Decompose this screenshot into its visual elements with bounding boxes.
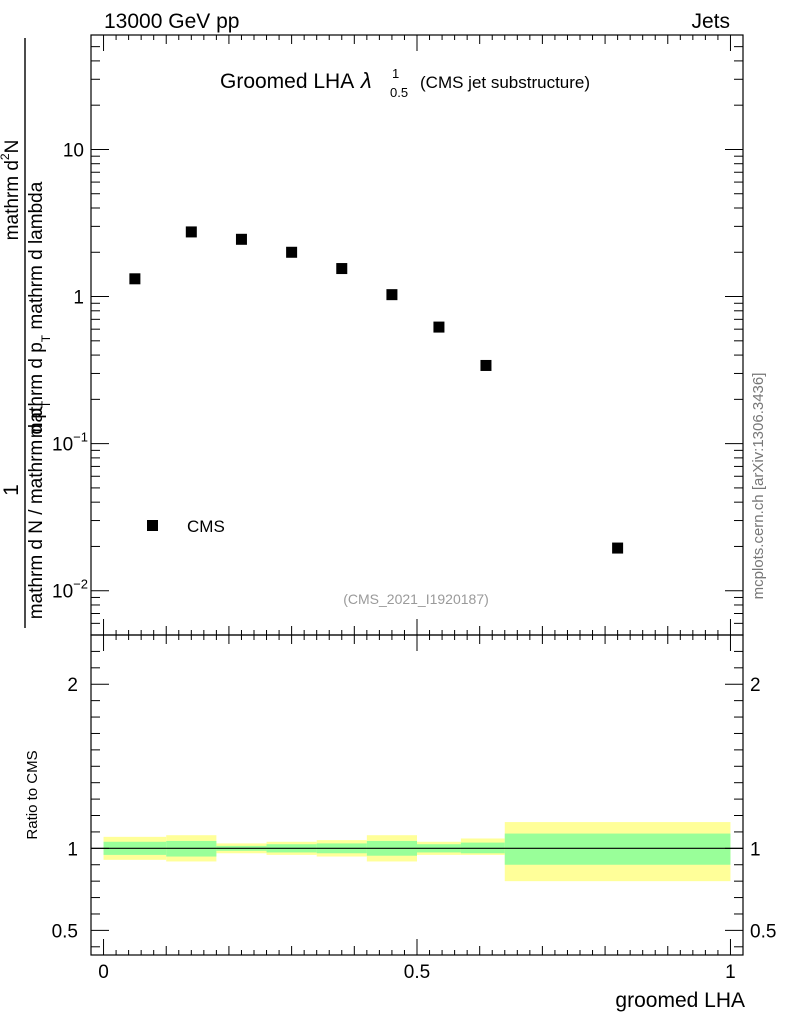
y-label-denominator-right: mathrm d pT mathrm d lambda (26, 181, 53, 438)
main-title-subscript: 0.5 (390, 85, 408, 100)
main-title-text: Groomed LHA (220, 70, 354, 93)
y-label-numerator-main: mathrm d (2, 160, 23, 240)
main-y-tick-label: 10−1 (52, 430, 88, 456)
y-label-numerator: mathrm d2N (0, 140, 23, 241)
svg-text:mathrm d N / mathrm d pT: mathrm d N / mathrm d pT (26, 400, 53, 619)
header-right-label: Jets (691, 10, 730, 33)
y-label-numerator-end: N (2, 140, 23, 154)
main-panel: 10 1 10−1 10−2 Groomed LHA λ 1 0.5 (CMS jet… (0, 34, 744, 636)
data-point (235, 233, 247, 245)
y-label-denominator-sub: T (39, 400, 53, 408)
ratio-y-tick-label-right: 1 (750, 839, 761, 860)
data-point (386, 289, 398, 301)
ratio-y-tick-label-right: 2 (750, 675, 761, 696)
ratio-frame (90, 634, 744, 956)
data-point (480, 359, 492, 371)
data-point (336, 263, 348, 275)
svg-text:mathrm d pT mathrm d lambda: mathrm d pT mathrm d lambda (26, 181, 53, 438)
main-data-points (129, 226, 624, 554)
y-label-denominator-end: mathrm d lambda (26, 181, 47, 335)
ratio-y-tick-label-left: 2 (67, 675, 78, 696)
main-frame (90, 34, 744, 636)
y-label-denominator-mid: mathrm d p (26, 342, 47, 438)
y-label-numerator-power: 2 (0, 153, 12, 160)
y-label-denominator-left: mathrm d N / mathrm d pT (26, 400, 53, 619)
x-tick-label: 0 (98, 962, 109, 983)
main-y-axis-label: 1 mathrm d2N mathrm d pT mathrm d lambda… (0, 38, 53, 628)
main-y-tick-label: 10−2 (52, 577, 88, 603)
main-y-tick-label: 1 (73, 288, 84, 309)
data-point (433, 321, 445, 333)
y-label-denominator-sub2: T (39, 334, 53, 342)
ratio-y-tick-label-left: 1 (67, 839, 78, 860)
y-label-denominator: mathrm d N / mathrm d p (26, 408, 47, 619)
main-title-symbol: λ (360, 68, 372, 93)
data-point (286, 246, 298, 258)
data-point (185, 226, 197, 238)
data-point (129, 273, 141, 285)
ratio-y-tick-label-left: 0.5 (52, 921, 78, 942)
ratio-panel: 2 21 10.5 0.5 0 0.5 1 Ratio to CMS groomed LH… (24, 634, 777, 1012)
y-label-numerator-one: 1 (0, 484, 23, 496)
ratio-y-axis-label: Ratio to CMS (24, 750, 41, 839)
ratio-axis-ticks (91, 634, 743, 955)
x-tick-label: 0.5 (404, 962, 430, 983)
main-title-superscript: 1 (392, 66, 399, 81)
legend-label-cms: CMS (187, 517, 225, 536)
ratio-y-tick-labels: 2 2 1 1 0.5 0.5 (52, 675, 777, 942)
main-y-tick-label: 10 (63, 140, 84, 161)
main-y-tick-labels: 10 1 10−1 10−2 (52, 140, 88, 602)
ratio-bands (103, 822, 731, 882)
svg-text:mathrm d2N: mathrm d2N (0, 140, 23, 241)
main-title-suffix: (CMS jet substructure) (420, 73, 590, 92)
x-axis-label: groomed LHA (615, 989, 745, 1012)
ratio-y-tick-label-right: 0.5 (750, 921, 776, 942)
header-left-label: 13000 GeV pp (104, 10, 239, 33)
legend-marker-cms (147, 520, 158, 531)
analysis-watermark: (CMS_2021_I1920187) (343, 591, 489, 607)
ratio-x-tick-labels: 0 0.5 1 (98, 962, 736, 983)
side-label: mcplots.cern.ch [arXiv:1306.3436] (750, 373, 767, 600)
data-point (612, 542, 624, 554)
x-tick-label: 1 (725, 962, 736, 983)
main-title: Groomed LHA λ (220, 68, 372, 93)
ratio-band-inner (504, 833, 731, 865)
main-axis-ticks (91, 34, 743, 636)
